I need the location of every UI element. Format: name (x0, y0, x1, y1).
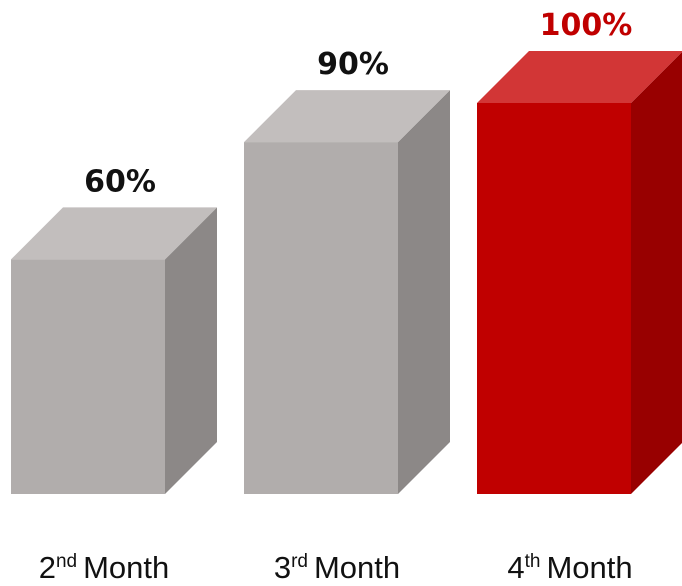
bar-2 (244, 90, 450, 494)
category-number: 4 (507, 550, 524, 585)
bar-side-face (165, 207, 217, 494)
category-number: 3 (274, 550, 291, 585)
bar-3 (477, 51, 682, 494)
bar-front-face (477, 103, 631, 494)
category-ordinal-suffix: th (525, 551, 541, 572)
value-label: 60% (84, 164, 156, 199)
bars-group (11, 51, 682, 494)
category-label: 3rd Month (274, 550, 400, 585)
value-label: 90% (317, 47, 389, 82)
category-word: Month (314, 550, 400, 585)
category-number: 2 (39, 550, 56, 585)
bar-side-face (398, 90, 450, 494)
bar-front-face (11, 259, 165, 494)
bar-top-face (11, 207, 217, 260)
category-labels-group: 2nd Month 3rd Month 4th Month (39, 550, 633, 585)
value-label: 100% (540, 8, 633, 43)
value-labels-group: 60% 90% 100% (84, 8, 632, 199)
category-label: 2nd Month (39, 550, 170, 585)
category-word: Month (546, 550, 632, 585)
category-ordinal-suffix: rd (291, 551, 308, 572)
bar-top-face (477, 51, 682, 103)
category-word: Month (83, 550, 169, 585)
bar-1 (11, 207, 217, 494)
bar-front-face (244, 142, 398, 494)
category-label: 4th Month (507, 550, 632, 585)
category-ordinal-suffix: nd (56, 551, 77, 572)
bar-side-face (631, 52, 682, 494)
bar-top-face (244, 90, 450, 143)
